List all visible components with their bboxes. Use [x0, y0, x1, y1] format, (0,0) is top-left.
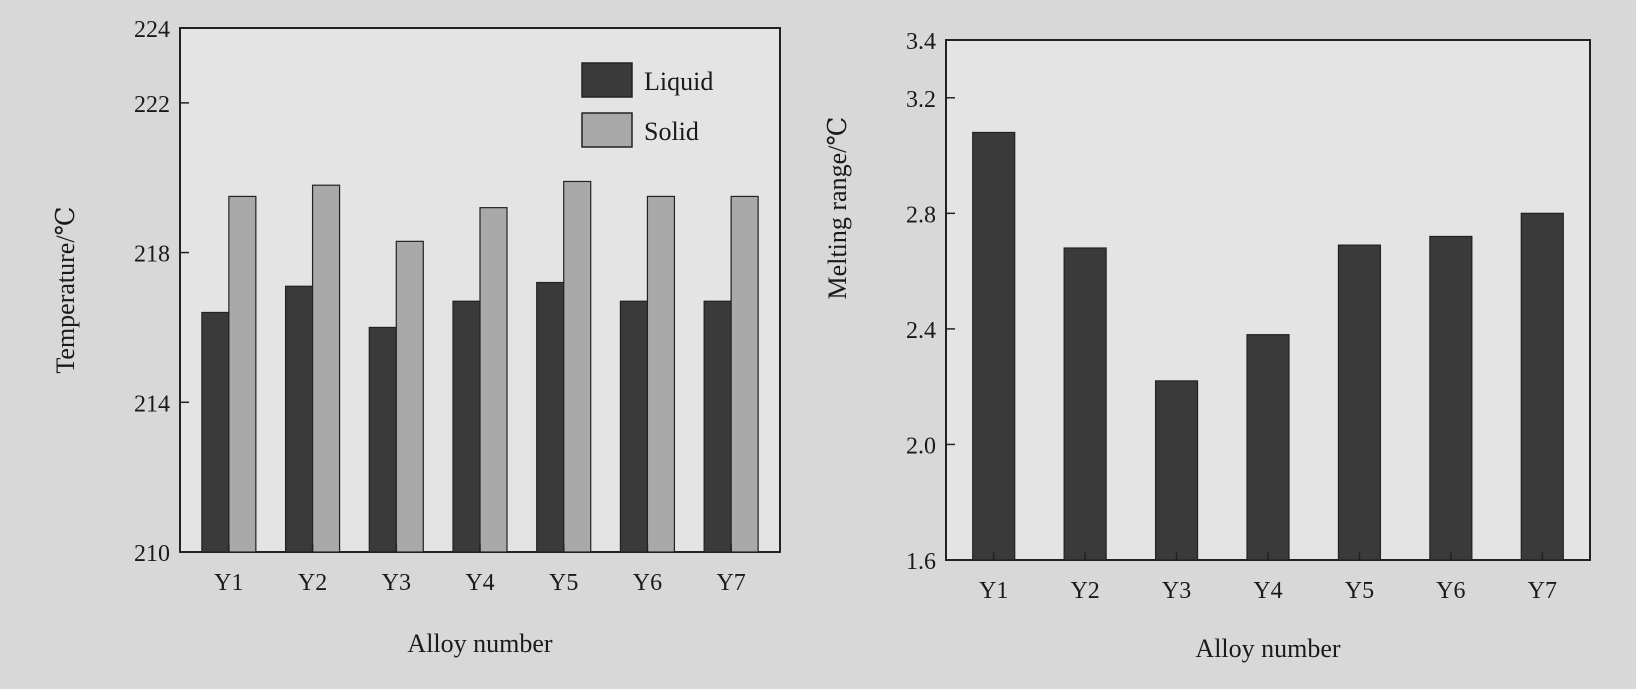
melting-range-y-ticks: 1.6 2.0 2.4 2.8 3.2 3.4 [906, 29, 955, 575]
temperature-bar-solid-y6 [646, 195, 676, 553]
melting-range-x-tick-label: Y1 [979, 578, 1008, 604]
melting-range-x-ticks: Y1 Y2 Y3 Y4 Y5 Y6 Y7 [979, 552, 1557, 604]
temperature-x-tick-label: Y4 [465, 570, 494, 596]
temperature-y-tick-label: 222 [134, 92, 170, 118]
legend-swatch-liquid [581, 62, 633, 98]
melting-range-x-tick-label: Y6 [1436, 578, 1465, 604]
legend-label-liquid: Liquid [644, 67, 713, 96]
temperature-chart: 210 214 218 222 224 Y1 Y2 Y3 Y4 Y5 Y6 Y7 Alloy num… [51, 17, 781, 658]
melting-range-chart: 1.6 2.0 2.4 2.8 3.2 3.4 Y1 Y2 Y3 Y4 Y5 Y6 Y7 Alloy … [823, 29, 1591, 663]
temperature-y-tick-label: 218 [134, 242, 170, 268]
temperature-bar-solid-y5 [563, 180, 592, 553]
temperature-y-axis-title: Temperature/℃ [51, 206, 80, 373]
melting-range-y-tick-label: 3.4 [906, 29, 936, 55]
melting-range-x-tick-label: Y4 [1253, 578, 1282, 604]
temperature-bar-liquid-y4 [452, 300, 481, 553]
temperature-bar-liquid-y7 [703, 300, 732, 553]
temperature-bar-solid-y3 [395, 240, 424, 553]
melting-range-y-tick-label: 2.0 [906, 433, 936, 459]
temperature-bar-solid-y2 [311, 184, 341, 553]
temperature-bar-liquid-y1 [201, 311, 230, 553]
melting-range-x-tick-label: Y5 [1345, 578, 1374, 604]
temperature-x-tick-label: Y3 [382, 570, 411, 596]
melting-range-bar-value-y6 [1429, 235, 1473, 561]
temperature-bar-liquid-y2 [284, 285, 314, 553]
melting-range-bar-value-y4 [1246, 334, 1290, 561]
temperature-bar-liquid-y6 [619, 300, 649, 553]
temperature-y-tick-label: 210 [134, 541, 170, 567]
temperature-y-tick-label: 214 [134, 391, 170, 417]
temperature-x-axis-title: Alloy number [407, 629, 552, 658]
melting-range-y-tick-label: 3.2 [906, 87, 936, 113]
temperature-x-tick-label: Y1 [214, 570, 243, 596]
legend-label-solid: Solid [644, 117, 699, 146]
melting-range-bar-value-y5 [1337, 244, 1382, 561]
melting-range-bar-value-y3 [1154, 380, 1199, 561]
temperature-y-tick-label: 224 [134, 17, 170, 43]
temperature-x-tick-label: Y5 [549, 570, 578, 596]
melting-range-y-axis-title: Melting range/℃ [823, 117, 852, 300]
melting-range-x-axis-title: Alloy number [1195, 634, 1340, 663]
temperature-bar-liquid-y3 [368, 326, 397, 553]
melting-range-bars [972, 131, 1564, 561]
melting-range-x-tick-label: Y2 [1070, 578, 1099, 604]
melting-range-y-tick-label: 2.8 [906, 202, 936, 228]
temperature-x-tick-label: Y2 [298, 570, 327, 596]
temperature-y-ticks: 210 214 218 222 224 [134, 17, 189, 567]
temperature-bar-solid-y7 [730, 195, 759, 553]
temperature-bar-solid-y4 [479, 207, 508, 553]
temperature-bar-solid-y1 [228, 195, 257, 553]
temperature-x-tick-label: Y6 [633, 570, 662, 596]
melting-range-x-tick-label: Y7 [1528, 578, 1557, 604]
temperature-x-tick-label: Y7 [716, 570, 745, 596]
legend-swatch-solid [581, 112, 633, 148]
temperature-bars [201, 180, 759, 553]
melting-range-bar-value-y2 [1063, 247, 1107, 561]
melting-range-y-tick-label: 2.4 [906, 318, 936, 344]
melting-range-x-tick-label: Y3 [1162, 578, 1191, 604]
melting-range-bar-value-y1 [972, 131, 1016, 561]
temperature-x-ticks: Y1 Y2 Y3 Y4 Y5 Y6 Y7 [214, 544, 746, 596]
temperature-legend: Liquid Solid [581, 62, 713, 148]
melting-range-y-tick-label: 1.6 [906, 549, 936, 575]
melting-range-bar-value-y7 [1520, 212, 1564, 561]
temperature-bar-liquid-y5 [536, 281, 565, 553]
